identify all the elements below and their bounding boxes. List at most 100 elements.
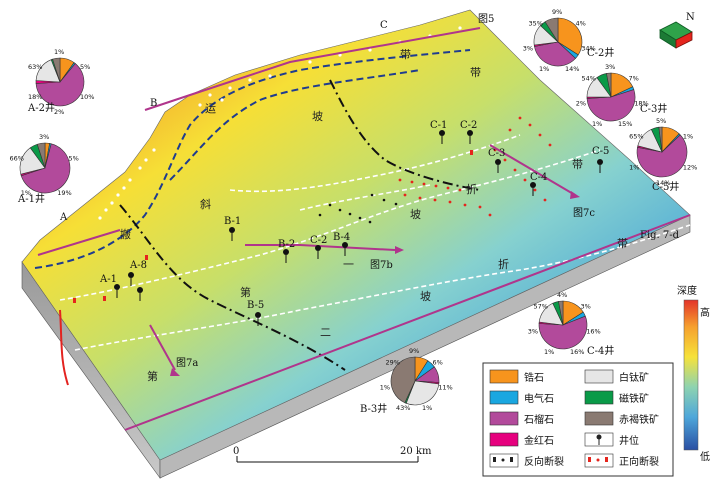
normal-fault-marks [73,116,552,303]
well-label: C-3 [488,148,505,159]
svg-text:高: 高 [700,306,710,319]
svg-text:第: 第 [147,369,158,383]
svg-text:坡: 坡 [312,110,323,123]
pie-percent: 54% [582,74,596,82]
pie-percent: 34% [581,45,595,53]
pie-C2: 9% 4% 34% 14% 1% 3% 35% C-2井 [523,8,615,73]
pie-percent: 15% [618,120,632,128]
pie-slice [586,89,636,122]
pie-title: C-5井 [652,180,679,193]
svg-text:图7a: 图7a [176,357,198,369]
pie-slice [658,126,663,153]
pie-percent: 2% [54,108,64,116]
pie-slice [544,17,559,44]
pie-percent: 1% [380,384,390,392]
well-B-3 [315,245,321,259]
legend-swatch [489,411,519,426]
well-A-2 [128,272,134,286]
well-C-3 [495,159,501,173]
svg-text:搬: 搬 [120,227,131,241]
well-label: B-5 [247,300,264,311]
legend-item: 白钛矿 [584,369,649,384]
pie-percent: 1% [592,120,602,128]
svg-text:Fig. 7-d: Fig. 7-d [640,230,680,241]
pie-percent: 3% [523,45,533,53]
well-B-5 [255,312,261,326]
svg-text:图5: 图5 [478,13,494,25]
legend-swatch [489,369,519,384]
well-label: B-1 [224,216,241,227]
legend-label: 白钛矿 [619,371,649,384]
svg-text:二: 二 [320,326,331,339]
legend-label: 锆石 [524,371,544,384]
legend-label: 金红石 [524,434,554,447]
legend-item: 电气石 [489,390,554,405]
pie-percent: 4% [557,291,567,299]
well-label: C-2 [310,235,327,246]
pie-A2: 1% 5% 10% 2% 18% 63% A-2井 [27,48,94,116]
svg-text:带: 带 [470,66,481,79]
legend-swatch [489,432,519,447]
legend-label: 磁铁矿 [619,392,649,405]
legend-swatch [584,411,614,426]
legend-label: 电气石 [524,392,554,405]
svg-text:斜: 斜 [200,198,211,211]
well-A-3 [137,287,143,301]
legend-swatch [584,390,614,405]
svg-text:低: 低 [700,450,710,463]
legend-swatch [489,390,519,405]
pie-percent: 1% [54,48,64,56]
pie-slice [35,63,85,107]
legend-swatch [584,369,614,384]
pie-C5: 5% 1% 12% 14% 1% 65% C-5井 [629,117,697,193]
scale-bar: 0 20 km [233,446,432,463]
pie-C3: 3% 7% 18% 15% 1% 2% 54% C-3井 [576,63,668,128]
svg-text:第: 第 [240,285,251,299]
legend-label: 正向断裂 [619,455,659,468]
pie-title: A-1井 [17,192,45,205]
contour-lines [59,134,691,351]
pie-percent: 35% [529,19,543,27]
pie-percent: 18% [28,93,42,101]
pie-slice [534,41,576,67]
pie-percent: 1% [629,164,639,172]
svg-text:带: 带 [572,158,583,171]
svg-text:20 km: 20 km [400,446,432,457]
svg-text:带: 带 [400,48,411,61]
pie-slice [52,57,61,83]
well-C-1 [439,130,445,144]
legend-item: 磁铁矿 [584,390,649,405]
pie-percent: 3% [528,328,538,336]
reverse-fault-marks [318,193,398,224]
pie-percent: 2% [576,100,586,108]
well-label: C-4 [530,172,547,183]
pie-percent: 43% [396,404,410,412]
well-label: A-1 [99,274,117,285]
well-label: B-2 [278,239,295,250]
svg-text:C: C [380,20,388,31]
well-C-4 [530,182,536,196]
terrain-surface [21,9,691,461]
legend-item: 反向断裂 [489,453,564,468]
pie-percent: 16% [570,348,584,356]
svg-text:折: 折 [466,182,477,196]
pie-percent: 1% [539,65,549,73]
pie-slice [405,380,440,406]
pie-slice [558,300,564,326]
legend-label: 井位 [619,434,639,447]
pie-percent: 9% [552,8,562,16]
pie-percent: 10% [80,93,94,101]
svg-text:坡: 坡 [420,290,431,303]
pie-slice [390,356,416,404]
pie-percent: 12% [683,164,697,172]
well-markers [114,130,603,326]
svg-text:B: B [150,98,157,109]
depth-color-bar: 深度 高 低 [677,284,710,463]
well-label: C-5 [592,146,609,157]
well-label: B-4 [333,232,350,243]
pie-percent: 11% [438,384,452,392]
svg-text:0: 0 [233,446,239,457]
pie-title: A-2井 [27,101,55,114]
pie-B3: 9% 6% 11% 1% 43% 1% 29% B-3井 [360,347,453,415]
